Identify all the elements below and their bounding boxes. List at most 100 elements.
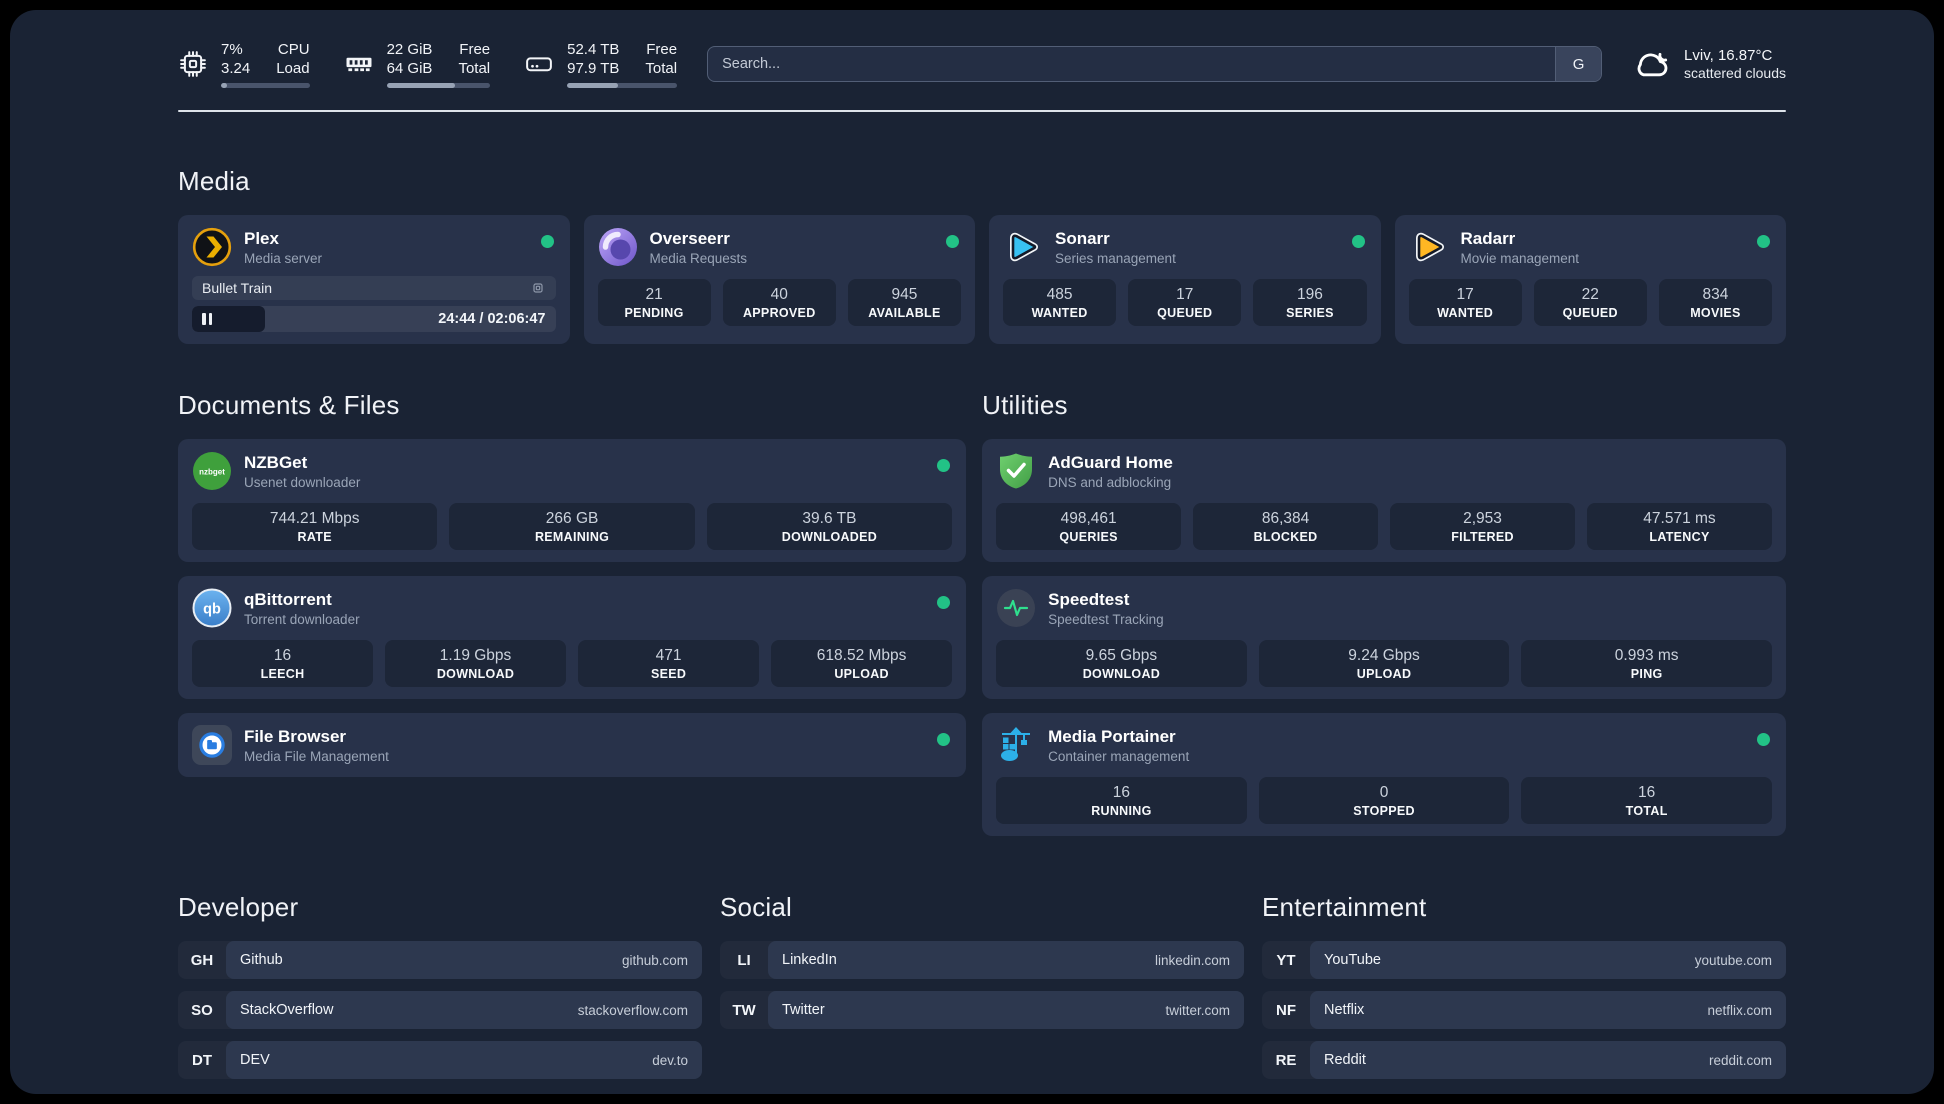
- disk-free: 52.4 TB: [567, 41, 620, 58]
- weather-location-temp: Lviv, 16.87°C: [1684, 47, 1773, 64]
- status-badge: [946, 235, 959, 248]
- status-badge: [540, 235, 554, 248]
- dashboard-page: 7% 3.24 CPU Load 22 GiB 64 GiB Free Total: [10, 10, 1934, 1094]
- top-bar: 7% 3.24 CPU Load 22 GiB 64 GiB Free Total: [178, 40, 1786, 88]
- status-badge: [1757, 733, 1770, 746]
- stat-tile: 485 WANTED: [1003, 279, 1117, 326]
- disk-stat: 52.4 TB 97.9 TB Free Total: [524, 40, 678, 88]
- app-card-sonarr[interactable]: Sonarr Series management 485 WANTED 17 QUE…: [989, 215, 1381, 344]
- svg-text:nzbget: nzbget: [199, 468, 225, 477]
- stat-tile: 86,384 BLOCKED: [1193, 503, 1379, 550]
- app-name: Speedtest: [1048, 589, 1130, 609]
- stat-tile: 9.65 Gbps DOWNLOAD: [996, 640, 1247, 687]
- stat-tile: 40 APPROVED: [722, 279, 836, 326]
- now-playing-title: Bullet Train: [202, 280, 273, 296]
- playback-time: 24:44 / 02:06:47: [438, 311, 546, 327]
- app-name: File Browser: [244, 726, 347, 746]
- link-row-stackoverflow[interactable]: SO StackOverflow stackoverflow.com: [178, 991, 702, 1029]
- memory-total: 64 GiB: [386, 60, 433, 77]
- app-subtitle: Media Requests: [649, 250, 748, 266]
- playback-progress[interactable]: 24:44 / 02:06:47: [192, 306, 556, 332]
- links-section-social: Social LI LinkedIn linkedin.com TW Twitte…: [720, 892, 1244, 1079]
- section-title-utilities: Utilities: [982, 390, 1068, 420]
- app-card-speedtest[interactable]: Speedtest Speedtest Tracking 9.65 Gbps DO…: [982, 576, 1786, 699]
- app-card-overseerr[interactable]: Overseerr Media Requests 21 PENDING 40 APP…: [583, 215, 975, 344]
- stat-tile: 9.24 Gbps UPLOAD: [1258, 640, 1510, 687]
- section-title-developer: Developer: [178, 892, 299, 922]
- status-badge: [937, 733, 951, 746]
- stat-tile: 39.6 TB DOWNLOADED: [706, 503, 953, 550]
- stat-tile: 196 SERIES: [1253, 279, 1367, 326]
- search-bar: G: [707, 46, 1603, 82]
- disk-progress-bar: [567, 83, 678, 88]
- memory-progress-bar: [386, 83, 491, 88]
- cpu-progress-bar: [221, 83, 310, 88]
- qbittorrent-icon: qb: [192, 588, 232, 628]
- app-name: Sonarr: [1055, 228, 1110, 248]
- app-card-filebrowser[interactable]: File Browser Media File Management: [178, 713, 967, 777]
- cpu-stat: 7% 3.24 CPU Load: [178, 40, 310, 88]
- section-title-media: Media: [178, 166, 250, 196]
- search-input[interactable]: [708, 47, 1556, 81]
- link-row-linkedin[interactable]: LI LinkedIn linkedin.com: [720, 941, 1244, 979]
- radarr-icon: [1415, 232, 1444, 262]
- stat-tile: 16 RUNNING: [996, 777, 1247, 824]
- status-badge: [937, 459, 951, 472]
- link-row-twitter[interactable]: TW Twitter twitter.com: [720, 991, 1244, 1029]
- sonarr-icon: [1010, 232, 1038, 262]
- disk-total: 97.9 TB: [567, 60, 620, 77]
- stat-tile: 945 AVAILABLE: [847, 279, 962, 326]
- stat-tile: 21 PENDING: [597, 279, 711, 326]
- stat-tile: 17 QUEUED: [1128, 279, 1242, 326]
- app-card-qbittorrent[interactable]: qb qBittorrent Torrent downloader 16 LEEC…: [178, 576, 967, 699]
- app-card-plex[interactable]: Plex Media server Bullet Train 24:44 / 0…: [178, 215, 570, 344]
- stat-tile: 47.571 ms LATENCY: [1587, 503, 1772, 550]
- weather-condition: scattered clouds: [1684, 65, 1786, 81]
- stat-tile: 266 GB REMAINING: [449, 503, 695, 550]
- cpu-percent: 7%: [221, 41, 243, 58]
- stat-tile: 1.19 Gbps DOWNLOAD: [385, 640, 567, 687]
- app-subtitle: Speedtest Tracking: [1048, 611, 1164, 627]
- section-title-entertainment: Entertainment: [1262, 892, 1427, 922]
- memory-free: 22 GiB: [386, 41, 433, 58]
- app-subtitle: Container management: [1048, 748, 1190, 764]
- link-row-reddit[interactable]: RE Reddit reddit.com: [1262, 1041, 1786, 1079]
- app-subtitle: Series management: [1055, 250, 1176, 266]
- app-subtitle: DNS and adblocking: [1048, 474, 1172, 490]
- app-subtitle: Media File Management: [244, 748, 389, 764]
- disk-icon: [526, 57, 552, 72]
- link-row-dev[interactable]: DT DEV dev.to: [178, 1041, 702, 1079]
- search-engine-button[interactable]: G: [1555, 47, 1602, 81]
- adguard-icon: [1000, 453, 1033, 489]
- svg-text:qb: qb: [203, 602, 221, 618]
- link-row-github[interactable]: GH Github github.com: [178, 941, 702, 979]
- app-name: NZBGet: [244, 452, 308, 472]
- pause-icon[interactable]: [202, 313, 212, 325]
- stat-tile: 471 SEED: [578, 640, 760, 687]
- links-section-developer: Developer GH Github github.com SO StackOv…: [178, 892, 702, 1079]
- section-title-documents: Documents & Files: [178, 390, 400, 420]
- app-subtitle: Movie management: [1460, 250, 1580, 266]
- link-row-netflix[interactable]: NF Netflix netflix.com: [1262, 991, 1786, 1029]
- stat-tile: 618.52 Mbps UPLOAD: [771, 640, 953, 687]
- cpu-load-avg: 3.24: [221, 60, 251, 77]
- weather-widget: Lviv, 16.87°C scattered clouds: [1632, 44, 1786, 84]
- app-card-portainer[interactable]: Media Portainer Container management 16 R…: [982, 713, 1786, 836]
- speedtest-icon: [997, 589, 1036, 627]
- status-badge: [937, 596, 951, 609]
- app-card-adguard[interactable]: AdGuard Home DNS and adblocking 498,461 Q…: [982, 439, 1786, 562]
- link-row-youtube[interactable]: YT YouTube youtube.com: [1262, 941, 1786, 979]
- stat-tile: 744.21 Mbps RATE: [192, 503, 438, 550]
- filebrowser-icon: [192, 725, 232, 765]
- app-subtitle: Torrent downloader: [244, 611, 360, 627]
- header-divider: [178, 110, 1786, 112]
- portainer-icon: [1001, 727, 1031, 761]
- app-card-nzbget[interactable]: nzbget NZBGet Usenet downloader 744.21 M…: [178, 439, 967, 562]
- now-playing-row: Bullet Train: [192, 276, 556, 300]
- app-name: Media Portainer: [1048, 726, 1176, 746]
- status-badge: [1351, 235, 1365, 248]
- stat-tile: 22 QUEUED: [1533, 279, 1647, 326]
- links-section-entertainment: Entertainment YT YouTube youtube.com NF N…: [1262, 892, 1786, 1079]
- memory-stat: 22 GiB 64 GiB Free Total: [344, 40, 491, 88]
- app-card-radarr[interactable]: Radarr Movie management 17 WANTED 22 QUEUE…: [1394, 215, 1786, 344]
